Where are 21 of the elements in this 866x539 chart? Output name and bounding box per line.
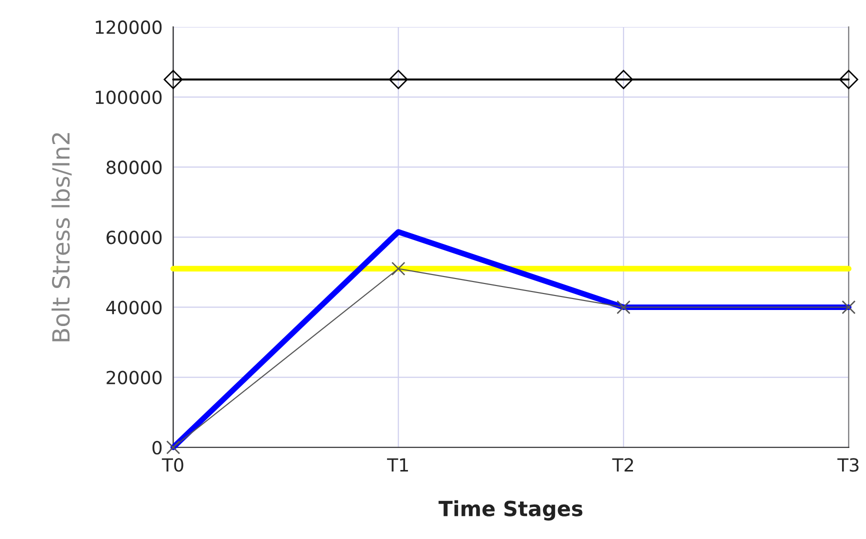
x-tick-label: T0	[162, 458, 184, 472]
x-tick-label: T3	[837, 458, 858, 472]
point	[616, 300, 630, 314]
point	[614, 70, 634, 90]
y-tick-label: 60000	[106, 230, 162, 244]
x-tick-label: T2	[612, 458, 633, 472]
x-tick-label: T1	[387, 458, 408, 472]
y-tick-label: 120000	[96, 20, 162, 34]
y-tick-label: 100000	[96, 90, 162, 104]
point	[839, 70, 858, 90]
point	[391, 262, 406, 276]
point	[164, 70, 183, 90]
y-tick-label: 40000	[106, 300, 162, 314]
y-tick-label: 80000	[106, 160, 162, 174]
x-axis-title: Time Stages	[438, 500, 582, 521]
y-tick-label: 0	[152, 440, 162, 454]
point	[842, 300, 856, 314]
point	[166, 440, 180, 454]
point	[388, 70, 408, 90]
y-axis-title: Bolt Stress lbs/In2	[52, 133, 72, 342]
y-tick-label: 20000	[106, 370, 162, 384]
